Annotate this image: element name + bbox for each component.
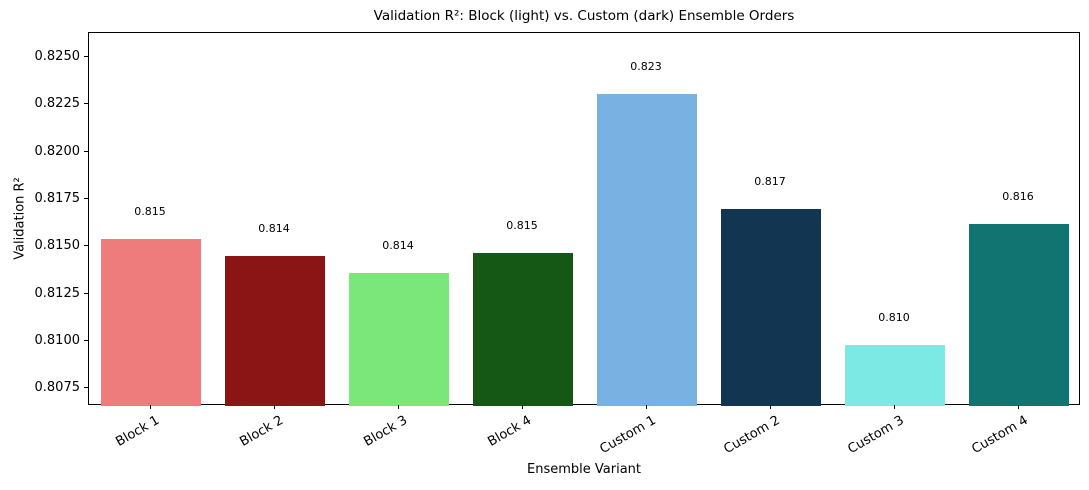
x-tick-label-block-4: Block 4 (485, 413, 535, 450)
x-tick-mark (397, 405, 399, 409)
bar-value-label: 0.815 (506, 218, 538, 232)
x-tick-label-custom-2: Custom 2 (721, 413, 783, 458)
bar-value-label: 0.810 (878, 311, 910, 325)
bar-value-label: 0.823 (630, 59, 662, 73)
bar-custom-4 (969, 224, 1069, 406)
x-tick-mark (645, 405, 647, 409)
y-tick-label: 0.8250 (34, 49, 81, 65)
x-tick-label-block-1: Block 1 (113, 413, 163, 450)
x-axis-label: Ensemble Variant (527, 462, 641, 477)
y-tick-mark (84, 198, 88, 200)
y-tick-mark (84, 340, 88, 342)
bar-custom-2 (721, 209, 821, 406)
y-tick-mark (84, 292, 88, 294)
bar-custom-1 (597, 93, 697, 406)
bar-block-1 (101, 239, 201, 406)
x-tick-label-block-2: Block 2 (237, 413, 287, 450)
x-tick-label-custom-1: Custom 1 (597, 413, 659, 458)
y-tick-mark (84, 387, 88, 389)
y-tick-mark (84, 150, 88, 152)
y-tick-label: 0.8125 (34, 285, 81, 301)
y-tick-mark (84, 56, 88, 58)
y-tick-label: 0.8200 (34, 143, 81, 159)
y-tick-label: 0.8150 (34, 238, 81, 254)
y-tick-label: 0.8100 (34, 333, 81, 349)
chart-title: Validation R²: Block (light) vs. Custom … (373, 8, 795, 24)
bar-block-3 (349, 273, 449, 406)
x-tick-label-custom-3: Custom 3 (845, 413, 907, 458)
bar-block-4 (473, 252, 573, 406)
bar-custom-3 (845, 345, 945, 406)
x-tick-mark (149, 405, 151, 409)
bar-value-label: 0.815 (134, 205, 166, 219)
x-tick-mark (1017, 405, 1019, 409)
x-tick-label-block-3: Block 3 (361, 413, 411, 450)
x-tick-mark (769, 405, 771, 409)
y-tick-label: 0.8175 (34, 191, 81, 207)
y-tick-mark (84, 103, 88, 105)
bar-value-label: 0.817 (754, 175, 786, 189)
y-tick-label: 0.8225 (34, 96, 81, 112)
bar-value-label: 0.814 (258, 222, 290, 236)
bar-value-label: 0.814 (382, 239, 414, 253)
y-tick-mark (84, 245, 88, 247)
x-tick-mark (521, 405, 523, 409)
x-tick-label-custom-4: Custom 4 (969, 413, 1031, 458)
x-tick-mark (893, 405, 895, 409)
bar-value-label: 0.816 (1002, 190, 1034, 204)
plot-area (88, 32, 1080, 406)
x-tick-mark (273, 405, 275, 409)
y-tick-label: 0.8075 (34, 380, 81, 396)
bar-block-2 (225, 256, 325, 406)
